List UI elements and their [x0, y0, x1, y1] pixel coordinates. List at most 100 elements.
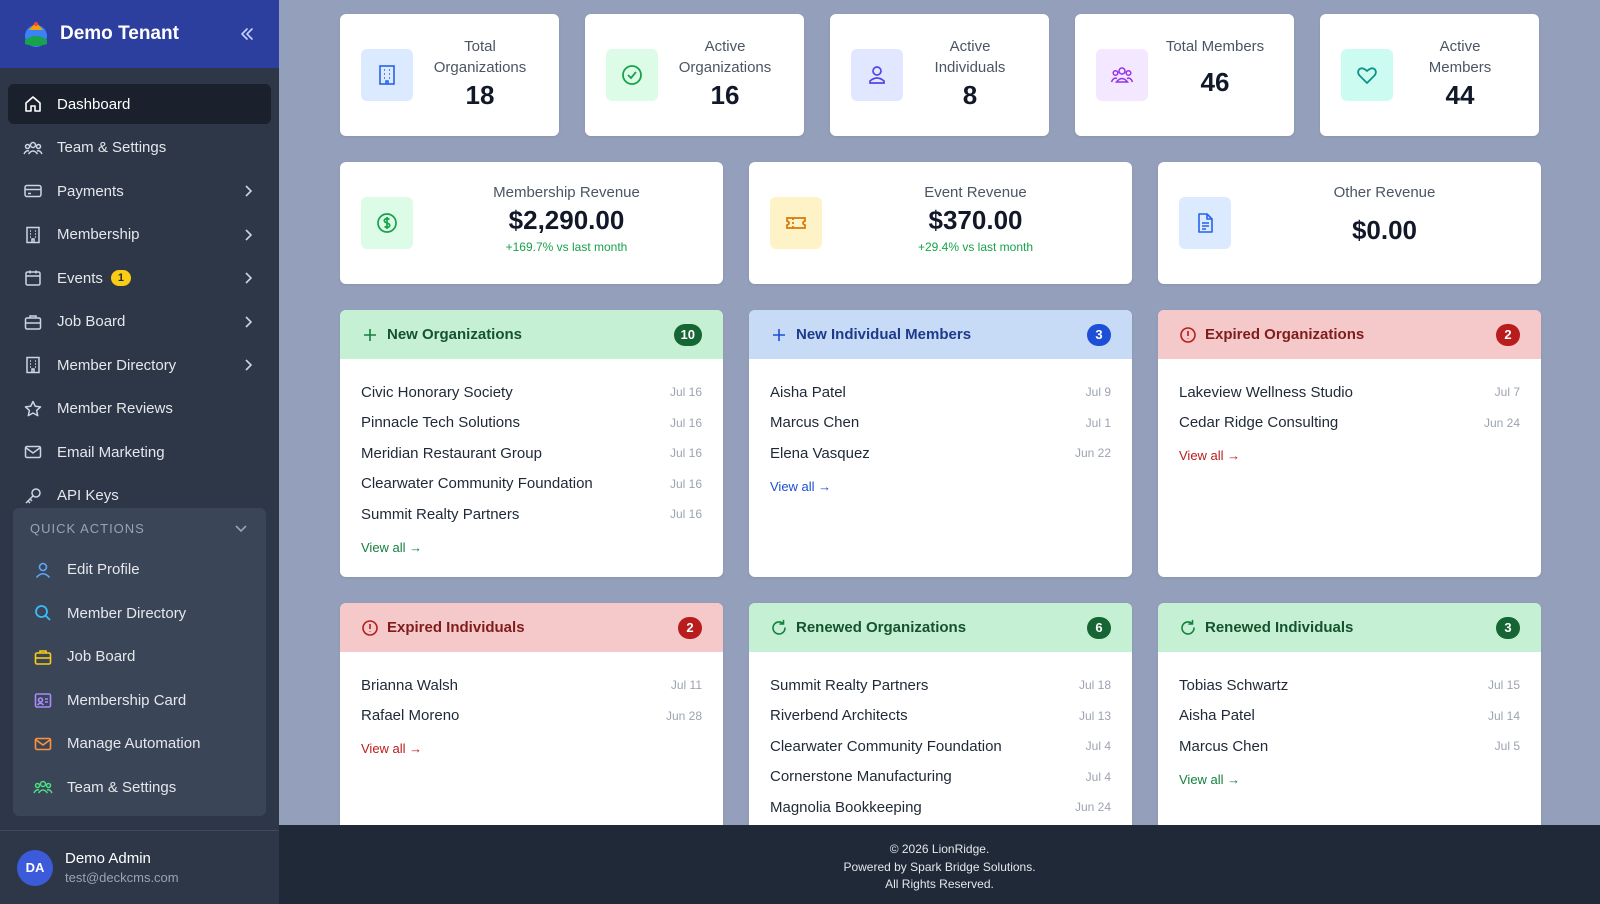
- list-item[interactable]: Elena Vasquez Jun 22: [770, 438, 1111, 469]
- nav-label: Member Directory: [57, 356, 177, 374]
- list-item[interactable]: Lakeview Wellness Studio Jul 7: [1179, 377, 1520, 408]
- list-item[interactable]: Summit Realty Partners Jul 18: [770, 670, 1111, 701]
- list-item-name: Brianna Walsh: [361, 676, 458, 694]
- quick-action-edit-profile[interactable]: Edit Profile: [13, 548, 266, 592]
- panel-title: Renewed Organizations: [796, 619, 967, 636]
- nav-item-payments[interactable]: Payments: [8, 171, 271, 211]
- list-item[interactable]: Civic Honorary Society Jul 16: [361, 377, 702, 408]
- stat-label: Total Members: [1165, 38, 1265, 55]
- list-item[interactable]: Rafael Moreno Jun 28: [361, 701, 702, 732]
- user-profile[interactable]: DA Demo Admin test@deckcms.com: [0, 830, 279, 904]
- quick-action-manage-automation[interactable]: Manage Automation: [13, 722, 266, 766]
- list-item-name: Cedar Ridge Consulting: [1179, 414, 1339, 432]
- nav-item-team-settings[interactable]: Team & Settings: [8, 128, 271, 168]
- briefcase-icon: [23, 312, 43, 332]
- stat-value: 8: [962, 80, 978, 110]
- sidebar: Demo Tenant Dashboard Team & Settings Pa…: [0, 0, 279, 904]
- quick-action-label: Team & Settings: [67, 778, 177, 796]
- list-item-date: Jul 13: [1078, 708, 1111, 723]
- chevron-right-icon: [245, 228, 253, 241]
- nav-item-email-marketing[interactable]: Email Marketing: [8, 432, 271, 472]
- list-item-date: Jul 16: [669, 507, 702, 522]
- dollar-circle-icon: [361, 197, 413, 249]
- list-item-name: Tobias Schwartz: [1179, 676, 1289, 694]
- panel-header: Renewed Organizations 6: [749, 603, 1132, 652]
- stat-value: 18: [465, 80, 495, 110]
- collapse-sidebar-icon[interactable]: [235, 22, 259, 46]
- revenue-value: $0.00: [1351, 215, 1418, 245]
- quick-action-team-settings[interactable]: Team & Settings: [13, 766, 266, 810]
- panel-title: Renewed Individuals: [1205, 619, 1354, 636]
- view-all-link[interactable]: View all →: [361, 539, 423, 555]
- chevron-down-icon: [235, 525, 247, 533]
- panel-header: Renewed Individuals 3: [1158, 603, 1541, 652]
- panel-renewed-individuals: Renewed Individuals 3 Tobias Schwartz Jul…: [1158, 603, 1541, 833]
- quick-action-member-directory[interactable]: Member Directory: [13, 592, 266, 636]
- list-item-name: Rafael Moreno: [361, 707, 460, 725]
- list-item[interactable]: Cornerstone Manufacturing Jul 4: [770, 762, 1111, 793]
- building-icon: [361, 49, 413, 101]
- stat-card-active-organizations: Active Organizations 16: [585, 14, 804, 136]
- list-item[interactable]: Clearwater Community Foundation Jul 16: [361, 469, 702, 500]
- stat-label: Organizations: [678, 59, 772, 76]
- revenue-value: $370.00: [928, 205, 1023, 235]
- list-item-date: Jul 1: [1085, 415, 1111, 430]
- list-item-name: Marcus Chen: [770, 414, 860, 432]
- nav-item-api-keys[interactable]: API Keys: [8, 476, 271, 516]
- nav-item-member-reviews[interactable]: Member Reviews: [8, 389, 271, 429]
- stat-value: 44: [1445, 80, 1475, 110]
- panel-new-organizations: New Organizations 10 Civic Honorary Soci…: [340, 310, 723, 577]
- quick-actions-header[interactable]: QUICK ACTIONS: [13, 508, 266, 548]
- chevron-right-icon: [245, 272, 253, 284]
- nav-item-job-board[interactable]: Job Board: [8, 302, 271, 342]
- panel-title: New Organizations: [387, 326, 523, 343]
- list-item[interactable]: Pinnacle Tech Solutions Jul 16: [361, 408, 702, 439]
- revenue-delta: +169.7% vs last month: [505, 240, 628, 254]
- list-item[interactable]: Tobias Schwartz Jul 15: [1179, 670, 1520, 701]
- quick-action-label: Member Directory: [67, 604, 187, 622]
- view-all-link[interactable]: View all →: [361, 741, 423, 756]
- list-item[interactable]: Riverbend Architects Jul 13: [770, 701, 1111, 732]
- nav-item-membership[interactable]: Membership: [8, 215, 271, 255]
- panel-header: Expired Organizations 2: [1158, 310, 1541, 359]
- list-item[interactable]: Aisha Patel Jul 9: [770, 377, 1111, 408]
- list-item-date: Jun 22: [1074, 446, 1111, 461]
- mail-icon: [33, 734, 53, 754]
- list-item-name: Aisha Patel: [1179, 707, 1255, 725]
- count-badge: 6: [1087, 616, 1111, 639]
- quick-action-job-board[interactable]: Job Board: [13, 635, 266, 679]
- list-item-name: Lakeview Wellness Studio: [1179, 383, 1353, 401]
- quick-actions-title: QUICK ACTIONS: [30, 520, 145, 536]
- count-badge: 3: [1087, 323, 1111, 346]
- list-item[interactable]: Clearwater Community Foundation Jul 4: [770, 731, 1111, 762]
- stat-label: Active: [704, 38, 746, 55]
- stat-card-active-members: Active Members 44: [1320, 14, 1539, 136]
- list-item[interactable]: Cedar Ridge Consulting Jun 24: [1179, 408, 1520, 439]
- view-all-link[interactable]: View all →: [1179, 771, 1241, 787]
- list-item[interactable]: Meridian Restaurant Group Jul 16: [361, 438, 702, 469]
- list-item-name: Civic Honorary Society: [361, 383, 513, 401]
- revenue-card-other: Other Revenue $0.00: [1158, 162, 1541, 284]
- list-item[interactable]: Marcus Chen Jul 5: [1179, 731, 1520, 762]
- list-item-date: Jun 28: [665, 708, 702, 723]
- list-item[interactable]: Aisha Patel Jul 14: [1179, 701, 1520, 732]
- building-icon: [23, 225, 43, 245]
- refresh-icon: [1179, 619, 1197, 637]
- list-item[interactable]: Magnolia Bookkeeping Jun 24: [770, 792, 1111, 823]
- chevron-right-icon: [245, 315, 253, 328]
- view-all-link[interactable]: View all →: [1179, 448, 1241, 463]
- nav-item-member-directory[interactable]: Member Directory: [8, 345, 271, 385]
- stat-label: Active: [949, 38, 991, 55]
- quick-action-membership-card[interactable]: Membership Card: [13, 679, 266, 723]
- dashboard-main: Total Organizations 18 Active Organizati…: [279, 0, 1600, 833]
- list-item-date: Jul 9: [1085, 385, 1111, 400]
- nav-item-dashboard[interactable]: Dashboard: [8, 84, 271, 124]
- nav-item-events[interactable]: Events 1: [8, 258, 271, 298]
- main-nav: Dashboard Team & Settings Payments Membe…: [0, 68, 279, 516]
- view-all-link[interactable]: View all →: [770, 478, 832, 494]
- list-item[interactable]: Brianna Walsh Jul 11: [361, 670, 702, 701]
- list-item[interactable]: Summit Realty Partners Jul 16: [361, 499, 702, 530]
- list-item[interactable]: Marcus Chen Jul 1: [770, 408, 1111, 439]
- footer-rights: All Rights Reserved.: [885, 877, 994, 891]
- heart-icon: [1341, 49, 1393, 101]
